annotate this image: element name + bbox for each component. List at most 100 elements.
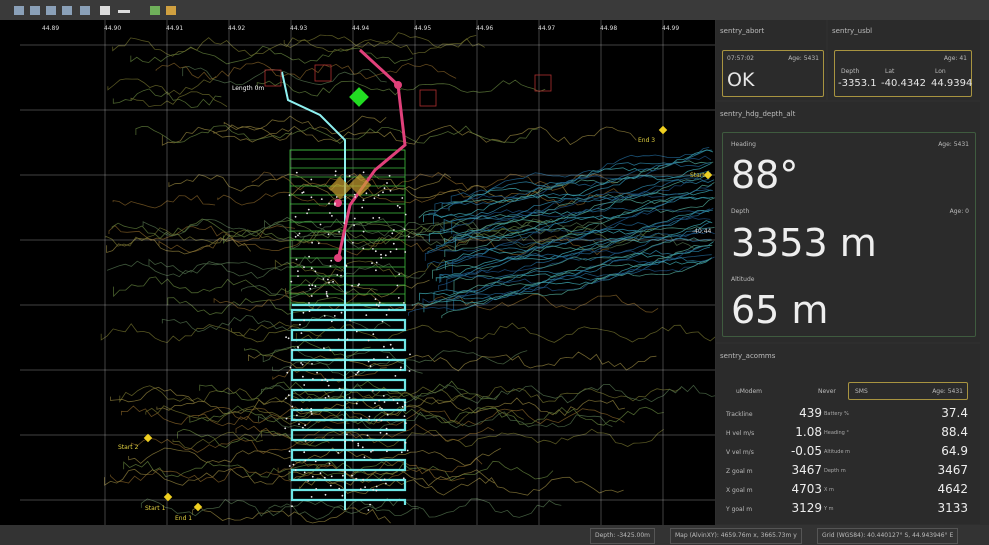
sounding bbox=[379, 407, 381, 409]
acomms-label: Z goal m bbox=[726, 468, 753, 475]
sounding bbox=[396, 402, 399, 405]
sounding bbox=[301, 363, 304, 366]
sounding bbox=[322, 278, 325, 280]
sounding bbox=[345, 265, 348, 267]
sounding bbox=[395, 248, 398, 251]
sounding bbox=[319, 223, 322, 226]
sounding bbox=[357, 370, 360, 373]
sounding bbox=[288, 465, 291, 467]
sounding bbox=[398, 206, 401, 209]
age: Age: 5431 bbox=[932, 388, 963, 395]
map-view[interactable]: 44.89 44.90 44.91 44.92 44.93 44.94 44.95 44.96… bbox=[20, 20, 715, 525]
usbl-fix bbox=[394, 81, 402, 89]
sounding bbox=[310, 178, 313, 181]
label: Altitude bbox=[731, 276, 755, 283]
sounding bbox=[344, 196, 347, 198]
tool-button[interactable] bbox=[118, 10, 130, 13]
col-header: Lon bbox=[935, 68, 946, 75]
sounding bbox=[362, 199, 365, 202]
sounding bbox=[300, 332, 303, 334]
sounding bbox=[290, 398, 293, 401]
tool-button[interactable] bbox=[80, 6, 90, 15]
sounding bbox=[338, 231, 340, 233]
contour bbox=[441, 257, 712, 319]
sounding bbox=[289, 366, 292, 369]
sounding bbox=[367, 360, 370, 363]
sounding bbox=[378, 302, 381, 304]
sounding bbox=[374, 298, 377, 300]
sounding bbox=[323, 476, 326, 479]
contour bbox=[292, 231, 701, 250]
contour bbox=[453, 254, 712, 311]
last-contact: Never bbox=[818, 388, 836, 395]
tool-button[interactable] bbox=[150, 6, 160, 15]
sounding bbox=[385, 482, 387, 485]
acomms-label: X goal m bbox=[726, 487, 753, 494]
sounding bbox=[365, 314, 368, 316]
sounding bbox=[320, 198, 323, 201]
sounding bbox=[380, 479, 382, 481]
acomms-label: Battery % bbox=[824, 411, 849, 417]
contour bbox=[113, 276, 378, 298]
sounding bbox=[291, 505, 293, 508]
tool-button[interactable] bbox=[30, 6, 40, 15]
tool-button[interactable] bbox=[62, 6, 72, 15]
contour bbox=[172, 431, 264, 450]
sounding bbox=[287, 394, 290, 397]
lon-label: 44.92 bbox=[228, 25, 245, 32]
lon-label: 44.95 bbox=[414, 25, 431, 32]
sounding bbox=[307, 208, 310, 211]
sms: SMS bbox=[855, 388, 868, 395]
sounding bbox=[383, 401, 386, 403]
acomms-value: 4703 bbox=[791, 482, 822, 496]
sounding bbox=[338, 387, 341, 390]
lon-label: 44.89 bbox=[42, 25, 59, 32]
sounding bbox=[354, 196, 357, 198]
sounding bbox=[361, 206, 364, 209]
tool-button[interactable] bbox=[166, 6, 176, 15]
sounding bbox=[291, 349, 294, 351]
sounding bbox=[372, 488, 375, 491]
sounding bbox=[362, 247, 365, 250]
sounding bbox=[333, 315, 336, 317]
sounding bbox=[299, 323, 301, 326]
sounding bbox=[324, 378, 327, 381]
sounding bbox=[303, 471, 306, 474]
sounding bbox=[388, 308, 390, 311]
sounding bbox=[362, 478, 364, 481]
sounding bbox=[311, 363, 313, 365]
sounding bbox=[389, 250, 392, 253]
tool-button[interactable] bbox=[14, 6, 24, 15]
sounding bbox=[304, 459, 307, 462]
sms-box: SMS Age: 5431 bbox=[848, 382, 968, 400]
label: Heading bbox=[731, 141, 756, 148]
sounding bbox=[304, 439, 307, 442]
contour bbox=[299, 476, 624, 496]
sounding bbox=[356, 371, 359, 374]
lon-label: 44.97 bbox=[538, 25, 555, 32]
acomms-value: 37.4 bbox=[941, 406, 968, 420]
sounding bbox=[308, 310, 311, 312]
sounding bbox=[334, 174, 337, 177]
sounding bbox=[319, 472, 322, 475]
contour bbox=[439, 227, 710, 283]
abort-panel: sentry_abort 07:57:02 Age: 5431 OK bbox=[716, 20, 826, 100]
sounding bbox=[404, 404, 407, 407]
sounding bbox=[385, 314, 388, 316]
contour bbox=[161, 314, 391, 333]
contour bbox=[199, 380, 500, 401]
tool-button[interactable] bbox=[100, 6, 110, 15]
acomms-label: Y m bbox=[824, 506, 834, 512]
tool-button[interactable] bbox=[46, 6, 56, 15]
sounding bbox=[297, 234, 299, 237]
sounding bbox=[379, 431, 382, 434]
abort-box: 07:57:02 Age: 5431 OK bbox=[722, 50, 824, 97]
contour bbox=[415, 175, 711, 236]
sounding bbox=[380, 256, 383, 259]
sounding bbox=[392, 399, 395, 401]
sounding bbox=[336, 274, 339, 276]
panel-title: sentry_usbl bbox=[832, 27, 873, 35]
acomms-value: 3467 bbox=[791, 463, 822, 477]
sounding bbox=[294, 469, 297, 471]
sounding bbox=[310, 295, 313, 297]
